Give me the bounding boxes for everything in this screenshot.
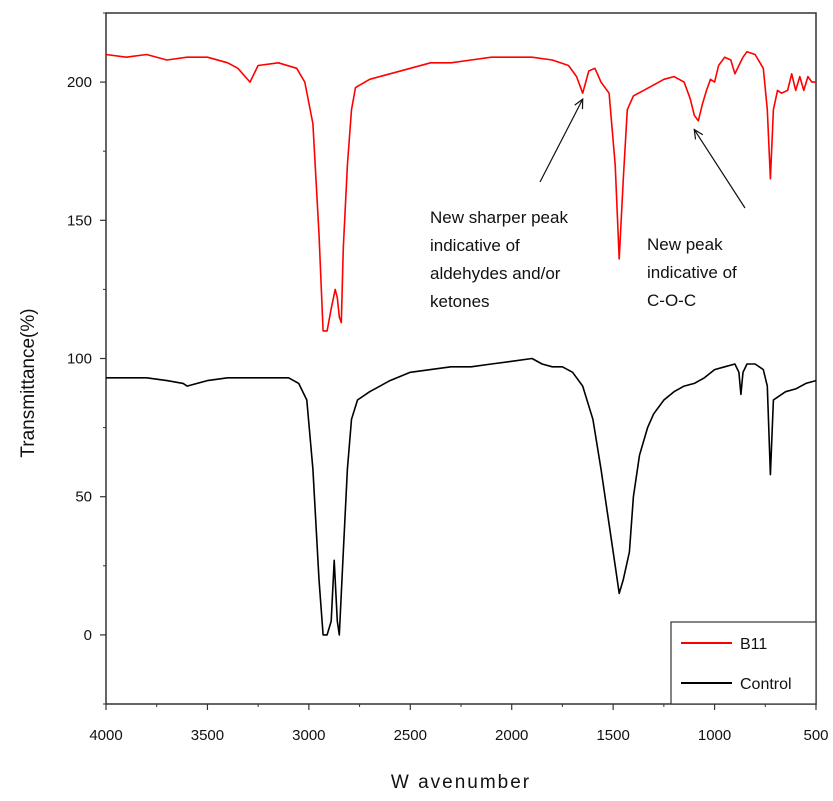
legend-label-control: Control bbox=[740, 676, 792, 693]
series-line-b11 bbox=[105, 50, 816, 332]
annotation-arrowhead bbox=[574, 97, 584, 110]
x-tick-label: 1500 bbox=[596, 727, 629, 744]
x-tick-label: 3500 bbox=[191, 727, 224, 744]
annotation-0-line: aldehydes and/or bbox=[430, 264, 561, 283]
annotation-layer: New sharper peak indicative of aldehydes a… bbox=[430, 97, 746, 311]
legend-label-b11: B11 bbox=[740, 636, 767, 653]
annotation-1-line: indicative of bbox=[647, 263, 737, 282]
legend: B11 Control bbox=[670, 621, 817, 705]
annotation-1-line: C-O-C bbox=[647, 291, 696, 310]
series-layer bbox=[105, 50, 817, 636]
x-tick-label: 2500 bbox=[394, 727, 427, 744]
annotation-0-line: indicative of bbox=[430, 236, 520, 255]
y-tick-label: 50 bbox=[75, 489, 92, 506]
x-tick-label: 4000 bbox=[89, 727, 122, 744]
x-tick-label: 1000 bbox=[698, 727, 731, 744]
y-tick-label: 0 bbox=[84, 627, 92, 644]
annotation-arrow bbox=[693, 129, 746, 209]
y-tick-label: 150 bbox=[67, 212, 92, 229]
y-axis: 0 50 100 150 200 bbox=[67, 12, 106, 705]
x-tick-label: 3000 bbox=[292, 727, 325, 744]
annotation-0-line: ketones bbox=[430, 292, 490, 311]
series-line-control bbox=[106, 357, 817, 636]
x-tick-label: 500 bbox=[803, 727, 828, 744]
annotation-1-line: New peak bbox=[647, 235, 723, 254]
annotation-arrow bbox=[539, 98, 584, 183]
plot-frame bbox=[105, 12, 817, 705]
y-tick-label: 100 bbox=[67, 351, 92, 368]
x-axis-title: W avenumber bbox=[391, 772, 531, 793]
x-axis: 4000 3500 3000 2500 2000 1500 1000 500 bbox=[89, 704, 829, 744]
annotation-arrowhead bbox=[693, 128, 704, 140]
x-tick-label: 2000 bbox=[495, 727, 528, 744]
legend-box bbox=[670, 621, 817, 705]
y-tick-label: 200 bbox=[67, 74, 92, 91]
annotation-0-line: New sharper peak bbox=[430, 208, 568, 227]
y-axis-title: Transmittance(%) bbox=[18, 308, 39, 457]
